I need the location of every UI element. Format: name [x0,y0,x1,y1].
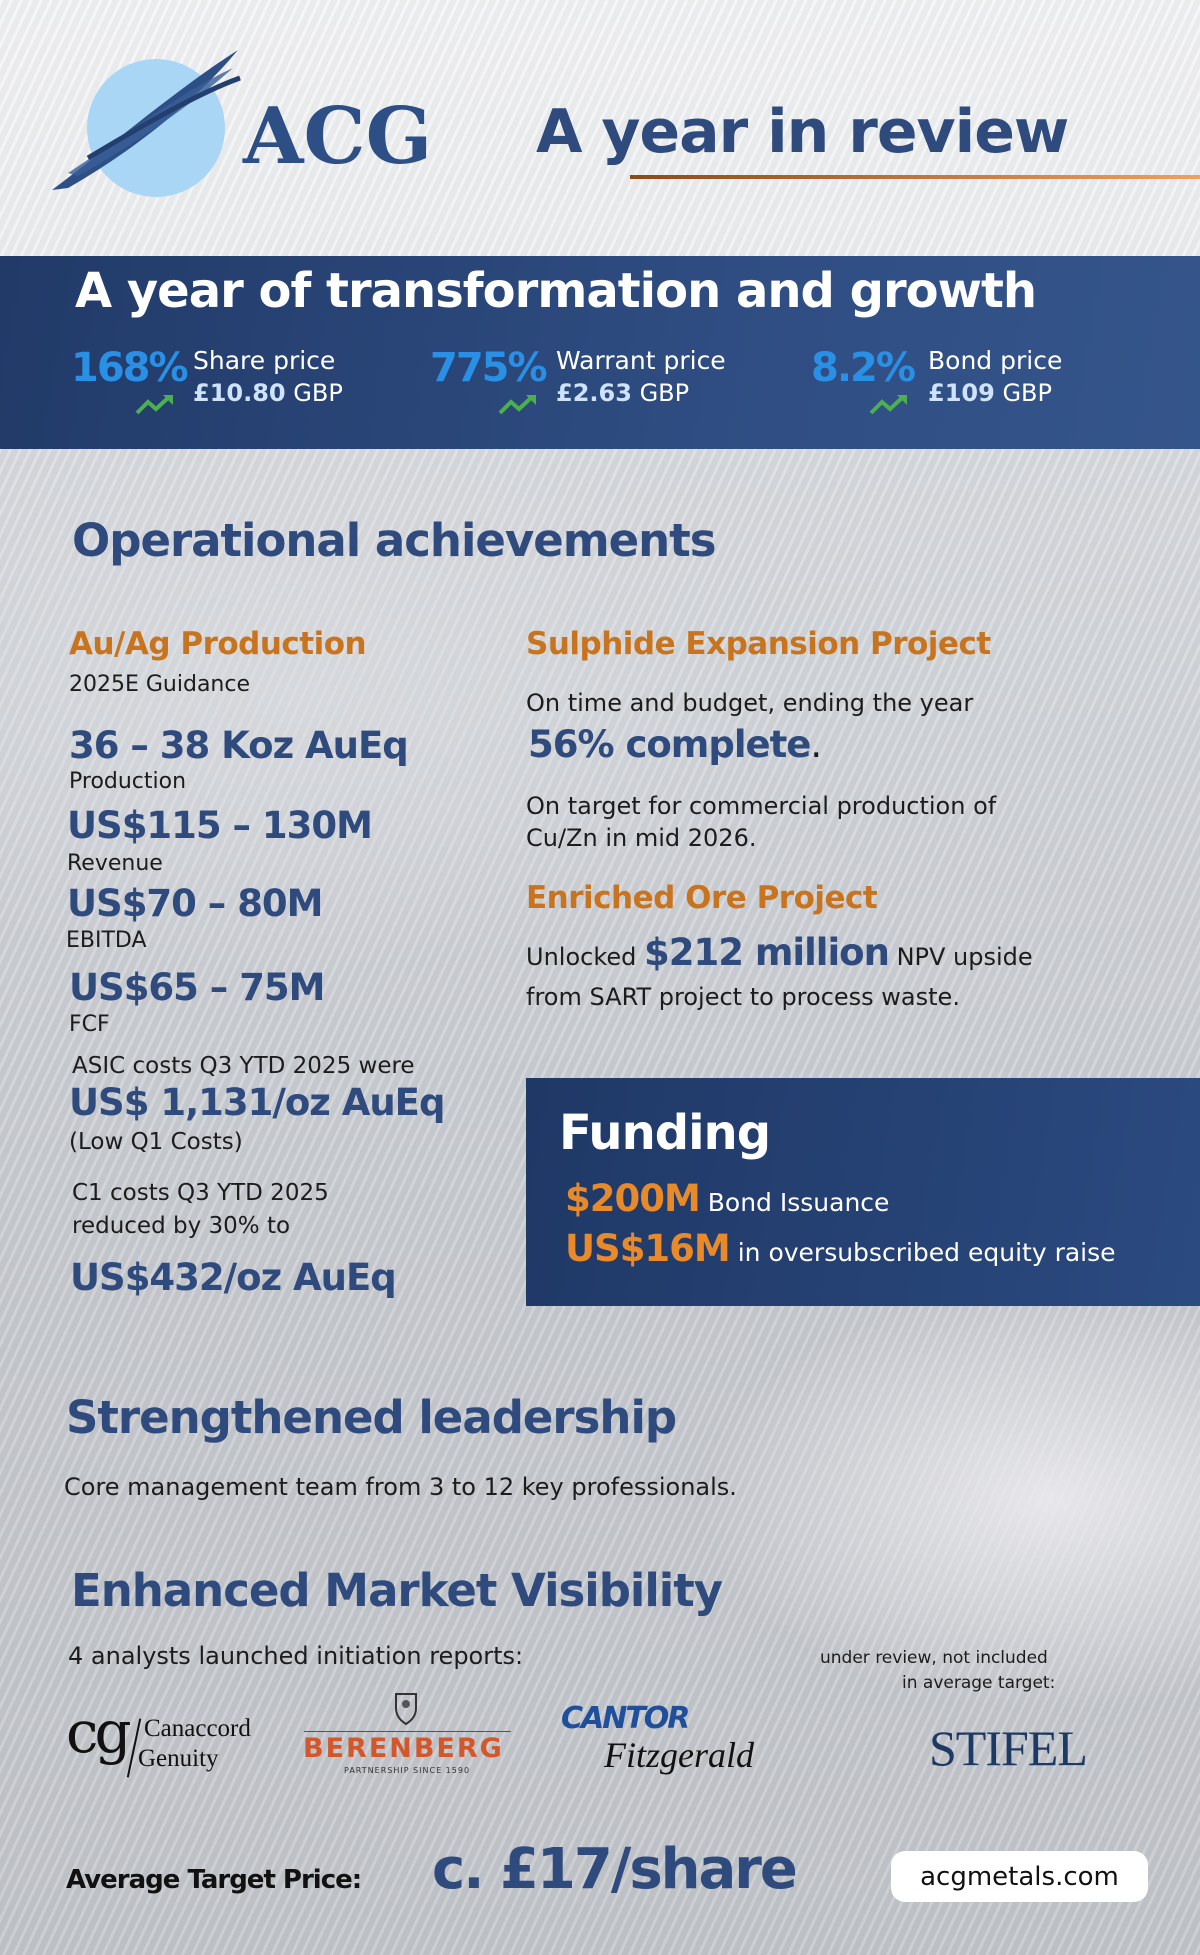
trend-up-icon [498,395,536,415]
review-note-1: under review, not included [820,1648,1048,1668]
funding-title: Funding [559,1105,771,1161]
sulphide-line3: Cu/Zn in mid 2026. [526,824,757,852]
logo-text: ACG [243,91,433,182]
cantor-script: Fitzgerald [604,1735,754,1775]
sulphide-line1: On time and budget, ending the year [526,689,974,717]
stat-pct: 168% [71,345,189,391]
stat-pct: 8.2% [811,345,916,391]
asic-note: (Low Q1 Costs) [69,1129,243,1155]
production-label: Production [69,769,187,794]
trend-up-icon [869,395,907,415]
sulphide-heading: Sulphide Expansion Project [526,626,991,662]
ebitda-label: EBITDA [66,928,147,953]
band-title: A year of transformation and growth [75,263,1037,319]
production-heading: Au/Ag Production [69,626,367,662]
asic-intro: ASIC costs Q3 YTD 2025 were [72,1053,415,1079]
title-underline [630,175,1200,179]
review-note-2: in average target: [902,1673,1056,1693]
berenberg-rule [304,1731,511,1732]
canaccord-mark: cg [66,1698,132,1766]
berenberg-tagline: PARTNERSHIP SINCE 1590 [344,1766,471,1775]
berenberg-name: BERENBERG [303,1733,504,1764]
logo-mark-icon [52,50,241,197]
c1-line2: reduced by 30% to [72,1213,291,1239]
revenue-label: Revenue [67,851,163,876]
enriched-line1: Unlocked $212 million NPV upside [526,931,1033,974]
leadership-text: Core management team from 3 to 12 key pr… [64,1473,737,1501]
fcf-value: US$65 – 75M [69,966,325,1009]
leadership-title: Strengthened leadership [66,1391,677,1444]
target-label: Average Target Price: [66,1865,362,1895]
crest-icon [395,1693,417,1726]
cantor-name: CANTOR [561,1701,690,1736]
operational-title: Operational achievements [72,514,717,567]
highlights-band [0,256,1200,449]
asic-value: US$ 1,131/oz AuEq [69,1081,445,1124]
funding-item: $200M Bond Issuance [565,1177,890,1220]
funding-item: US$16M in oversubscribed equity raise [565,1227,1116,1270]
guidance-label: 2025E Guidance [69,672,251,697]
c1-value: US$432/oz AuEq [70,1256,397,1299]
sulphide-highlight: 56% complete. [528,723,822,766]
production-value: 36 – 38 Koz AuEq [69,724,409,767]
stifel-logo: STIFEL [929,1720,1088,1776]
stat-label: Bond price [928,346,1063,375]
canaccord-line1: Canaccord [144,1715,251,1742]
visibility-title: Enhanced Market Visibility [71,1564,723,1617]
stat-label: Warrant price [556,346,726,375]
enriched-line2: from SART project to process waste. [526,983,960,1011]
target-value: c. £17/share [432,1837,798,1902]
stat-label: Share price [193,346,336,375]
sulphide-line2: On target for commercial production of [526,792,997,820]
trend-up-icon [135,395,173,415]
stat-value: £2.63 GBP [556,379,690,407]
stat-value: £10.80 GBP [193,379,343,407]
stat-pct: 775% [430,345,548,391]
canaccord-line2: Genuity [138,1745,219,1772]
enriched-heading: Enriched Ore Project [526,880,878,916]
visibility-intro: 4 analysts launched initiation reports: [68,1642,524,1670]
funding-box [526,1078,1200,1306]
website-link[interactable]: acgmetals.com [891,1851,1148,1902]
ebitda-value: US$70 – 80M [67,882,323,925]
c1-line1: C1 costs Q3 YTD 2025 [72,1180,329,1206]
fcf-label: FCF [69,1012,110,1037]
page-title: A year in review [536,97,1069,167]
stat-value: £109 GBP [928,379,1052,407]
revenue-value: US$115 – 130M [67,804,373,847]
